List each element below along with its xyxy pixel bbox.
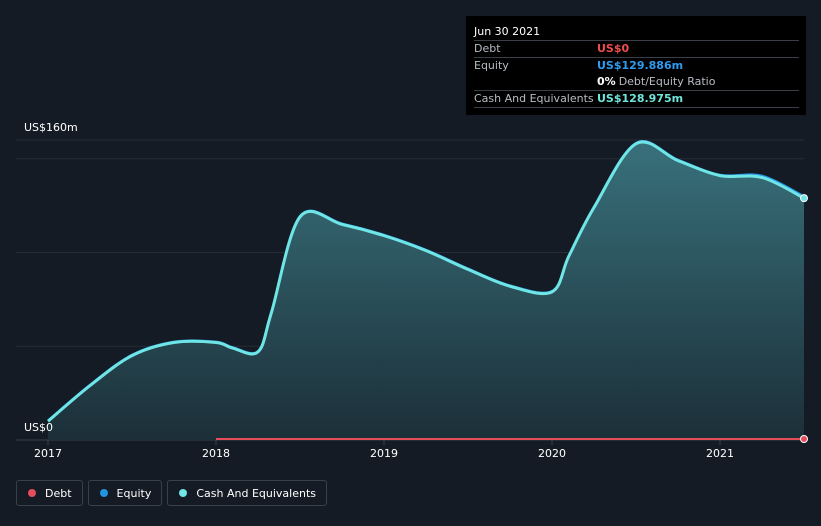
legend-item-debt[interactable]: Debt: [16, 480, 83, 506]
tooltip-ratio-label: Debt/Equity Ratio: [618, 75, 716, 88]
equity-dot-icon: [99, 489, 108, 497]
data-tooltip: Jun 30 2021 Debt US$0 Equity US$129.886m…: [466, 16, 806, 115]
chart-legend: Debt Equity Cash And Equivalents: [16, 480, 332, 506]
y-axis-zero-label: US$0: [24, 421, 54, 434]
cash-line: [47, 140, 805, 423]
tooltip-ratio-row: 0% Debt/Equity Ratio: [474, 74, 799, 90]
y-axis-max-label: US$160m: [24, 121, 78, 134]
legend-item-cash[interactable]: Cash And Equivalents: [167, 480, 327, 506]
end-markers: [800, 194, 808, 443]
tooltip-equity-label: Equity: [474, 59, 509, 72]
debt-end-marker: [800, 435, 808, 443]
x-tick-label: 2020: [538, 447, 566, 460]
tooltip-date: Jun 30 2021: [474, 25, 541, 38]
tooltip-debt-row: Debt US$0: [474, 40, 799, 57]
cash-dot-icon: [179, 489, 188, 497]
legend-cash-label: Cash And Equivalents: [196, 486, 316, 500]
legend-item-equity[interactable]: Equity: [87, 480, 163, 506]
tooltip-equity-row: Equity US$129.886m: [474, 57, 799, 74]
cash-end-marker: [800, 194, 808, 203]
tooltip-cash-label: Cash And Equivalents: [474, 92, 594, 105]
legend-debt-label: Debt: [45, 486, 72, 500]
tooltip-ratio-value: 0%: [597, 75, 616, 88]
debt-dot-icon: [28, 489, 36, 497]
x-tick-label: 2017: [34, 447, 62, 460]
tooltip-cash-row: Cash And Equivalents US$128.975m: [474, 90, 799, 108]
x-axis-ticks: 2017 2018 2019 2020 2021: [34, 440, 734, 460]
x-tick-label: 2019: [370, 447, 398, 460]
tooltip-cash-value: US$128.975m: [597, 92, 684, 105]
x-tick-label: 2021: [706, 447, 734, 460]
tooltip-equity-value: US$129.886m: [597, 59, 684, 72]
cash-area: [48, 141, 804, 440]
x-tick-label: 2018: [202, 447, 230, 460]
tooltip-debt-label: Debt: [474, 42, 501, 55]
legend-equity-label: Equity: [116, 486, 152, 500]
tooltip-debt-value: US$0: [597, 42, 630, 55]
